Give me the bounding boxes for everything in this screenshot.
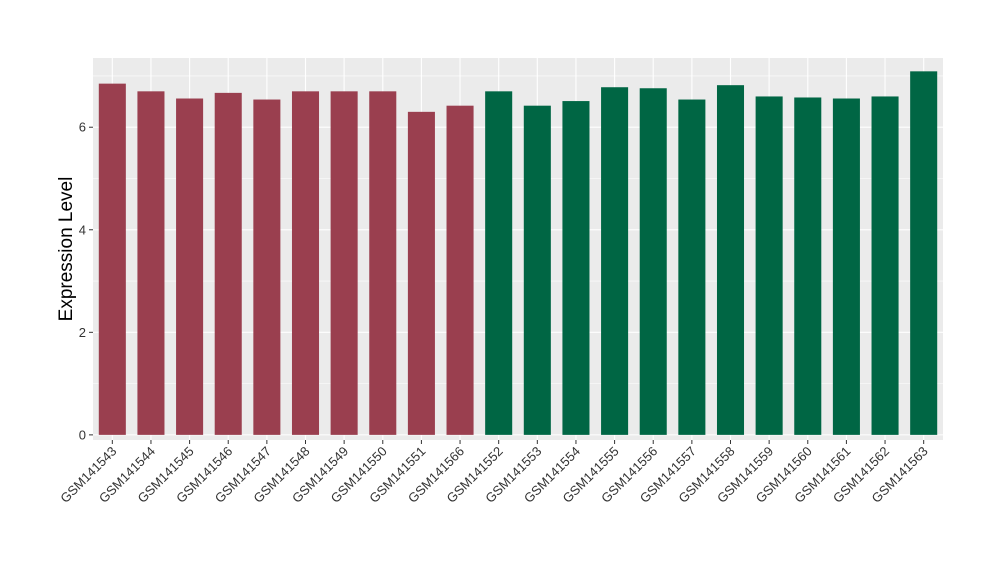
bar-GSM141544 [137, 91, 165, 435]
bar-GSM141562 [871, 96, 899, 435]
bar-GSM141543 [98, 83, 126, 435]
bars [98, 71, 938, 435]
bar-GSM141546 [214, 92, 242, 435]
bar-GSM141560 [794, 97, 822, 435]
y-tick-label: 4 [79, 222, 86, 237]
y-tick-label: 2 [79, 325, 86, 340]
bar-GSM141545 [176, 98, 204, 435]
bar-GSM141558 [716, 85, 745, 435]
bar-GSM141554 [562, 101, 590, 435]
bar-GSM141557 [678, 99, 706, 435]
bar-GSM141555 [601, 87, 629, 435]
x-axis: GSM141543GSM141544GSM141545GSM141546GSM1… [57, 440, 931, 506]
y-axis-title: Expression Level [56, 177, 77, 322]
bar-GSM141563 [910, 71, 938, 435]
bar-GSM141559 [755, 96, 783, 435]
bar-GSM141549 [330, 91, 358, 435]
y-axis: 0 2 4 6 [79, 120, 93, 442]
bar-GSM141550 [369, 91, 397, 435]
y-tick-label: 0 [79, 427, 86, 442]
y-tick-label: 6 [79, 120, 86, 135]
bar-GSM141547 [253, 99, 281, 435]
bar-GSM141548 [291, 91, 320, 435]
bar-GSM141552 [485, 91, 513, 435]
bar-GSM141566 [446, 105, 474, 435]
bar-GSM141556 [639, 88, 667, 435]
bar-GSM141561 [832, 98, 860, 435]
bar-GSM141551 [407, 111, 435, 435]
bar-GSM141553 [523, 105, 551, 435]
